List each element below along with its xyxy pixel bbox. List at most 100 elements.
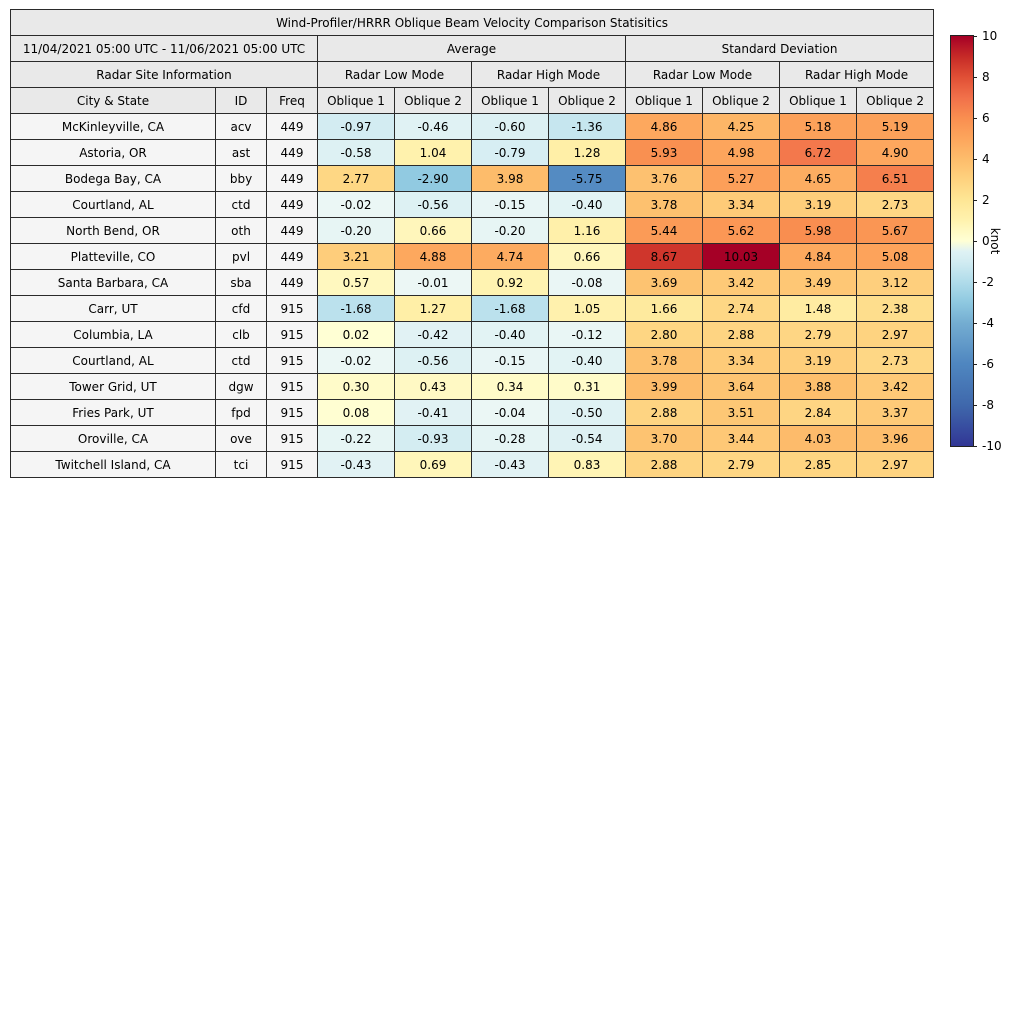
col-avg-high-oblique1: Oblique 1 (471, 87, 549, 114)
table-row: Courtland, AL ctd 915 -0.02 -0.56 -0.15 -0.40 3… (10, 347, 935, 374)
value-cell: 3.42 (702, 269, 780, 296)
value-cell: 2.73 (855, 191, 935, 218)
value-cell: 0.92 (471, 269, 549, 296)
group-std-header: Standard Deviation (624, 35, 935, 62)
site-id-cell: oth (215, 217, 267, 244)
table-row: Bodega Bay, CA bby 449 2.77 -2.90 3.98 -5.75 3.… (10, 165, 935, 192)
value-cell: 2.79 (779, 321, 857, 348)
value-cell: -0.79 (471, 139, 549, 166)
value-cell: -0.02 (317, 191, 395, 218)
table-body: McKinleyville, CA acv 449 -0.97 -0.46 -0.60 -1… (10, 113, 935, 478)
value-cell: -0.93 (394, 425, 472, 452)
table-row: Fries Park, UT fpd 915 0.08 -0.41 -0.04 -0.50 2… (10, 399, 935, 426)
value-cell: -0.22 (317, 425, 395, 452)
value-cell: -0.15 (471, 347, 549, 374)
value-cell: -0.60 (471, 113, 549, 140)
value-cell: 0.69 (394, 451, 472, 478)
value-cell: 3.64 (702, 373, 780, 400)
col-avg-low-oblique1: Oblique 1 (317, 87, 395, 114)
value-cell: 4.88 (394, 243, 472, 270)
value-cell: 4.03 (779, 425, 857, 452)
table-row: Twitchell Island, CA tci 915 -0.43 0.69 -0.43… (10, 451, 935, 478)
value-cell: -2.90 (394, 165, 472, 192)
freq-cell: 915 (266, 321, 318, 348)
city-state-cell: Santa Barbara, CA (10, 269, 216, 296)
value-cell: 2.85 (779, 451, 857, 478)
value-cell: -0.01 (394, 269, 472, 296)
value-cell: 3.98 (471, 165, 549, 192)
col-avg-low-oblique2: Oblique 2 (394, 87, 472, 114)
colorbar-tick-mark (973, 446, 977, 447)
col-std-low-oblique1: Oblique 1 (625, 87, 703, 114)
value-cell: 4.90 (855, 139, 935, 166)
value-cell: -1.36 (548, 113, 626, 140)
site-id-cell: fpd (215, 399, 267, 426)
value-cell: 5.18 (779, 113, 857, 140)
city-state-cell: Bodega Bay, CA (10, 165, 216, 192)
value-cell: -0.97 (317, 113, 395, 140)
site-id-cell: pvl (215, 243, 267, 270)
table-row: Oroville, CA ove 915 -0.22 -0.93 -0.28 -0.54 3.… (10, 425, 935, 452)
city-state-cell: Oroville, CA (10, 425, 216, 452)
value-cell: -5.75 (548, 165, 626, 192)
value-cell: -0.40 (548, 347, 626, 374)
colorbar-tick-label: 0 (982, 234, 990, 248)
value-cell: 6.51 (855, 165, 935, 192)
site-id-cell: dgw (215, 373, 267, 400)
value-cell: 2.38 (855, 295, 935, 322)
std-low-mode-header: Radar Low Mode (625, 61, 780, 88)
value-cell: 3.34 (702, 347, 780, 374)
value-cell: -0.12 (548, 321, 626, 348)
table-row: Tower Grid, UT dgw 915 0.30 0.43 0.34 0.31 3.99… (10, 373, 935, 400)
freq-cell: 449 (266, 165, 318, 192)
value-cell: -0.54 (548, 425, 626, 452)
value-cell: 3.69 (625, 269, 703, 296)
site-info-header: Radar Site Information (10, 61, 318, 88)
value-cell: 3.19 (779, 347, 857, 374)
value-cell: -0.08 (548, 269, 626, 296)
freq-cell: 915 (266, 425, 318, 452)
colorbar-unit-label: knot (988, 227, 1002, 255)
site-id-cell: sba (215, 269, 267, 296)
value-cell: 0.31 (548, 373, 626, 400)
city-state-cell: North Bend, OR (10, 217, 216, 244)
value-cell: -0.15 (471, 191, 549, 218)
value-cell: -0.58 (317, 139, 395, 166)
table-row: Carr, UT cfd 915 -1.68 1.27 -1.68 1.05 1.66 2.74… (10, 295, 935, 322)
value-cell: -1.68 (317, 295, 395, 322)
stats-table: Wind-Profiler/HRRR Oblique Beam Velocity… (9, 9, 935, 478)
value-cell: -0.43 (471, 451, 549, 478)
value-cell: 0.30 (317, 373, 395, 400)
colorbar-tick-label: 8 (982, 70, 990, 84)
value-cell: 0.57 (317, 269, 395, 296)
value-cell: 2.79 (702, 451, 780, 478)
value-cell: 4.74 (471, 243, 549, 270)
value-cell: 6.72 (779, 139, 857, 166)
freq-cell: 449 (266, 139, 318, 166)
col-city-state: City & State (10, 87, 216, 114)
value-cell: 5.98 (779, 217, 857, 244)
group-header-row: 11/04/2021 05:00 UTC - 11/06/2021 05:00 … (10, 35, 935, 62)
value-cell: -0.56 (394, 347, 472, 374)
city-state-cell: Courtland, AL (10, 191, 216, 218)
value-cell: 1.05 (548, 295, 626, 322)
colorbar-tick-mark (973, 159, 977, 160)
city-state-cell: Astoria, OR (10, 139, 216, 166)
table-row: Courtland, AL ctd 449 -0.02 -0.56 -0.15 -0.40 3… (10, 191, 935, 218)
table-row: McKinleyville, CA acv 449 -0.97 -0.46 -0.60 -1… (10, 113, 935, 140)
freq-cell: 915 (266, 295, 318, 322)
city-state-cell: Carr, UT (10, 295, 216, 322)
value-cell: 3.21 (317, 243, 395, 270)
colorbar-tick-label: -6 (982, 357, 994, 371)
value-cell: 0.66 (548, 243, 626, 270)
value-cell: 2.84 (779, 399, 857, 426)
colorbar-tick-label: 4 (982, 152, 990, 166)
table-header: Wind-Profiler/HRRR Oblique Beam Velocity… (9, 9, 935, 114)
value-cell: -0.50 (548, 399, 626, 426)
colorbar-tick-label: -4 (982, 316, 994, 330)
value-cell: 4.86 (625, 113, 703, 140)
colorbar-tick-mark (973, 282, 977, 283)
value-cell: 2.80 (625, 321, 703, 348)
city-state-cell: Twitchell Island, CA (10, 451, 216, 478)
